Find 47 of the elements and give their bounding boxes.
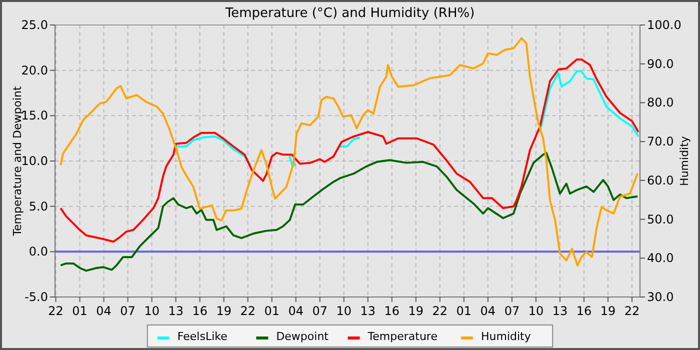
x-tick-label: 22 (624, 304, 640, 318)
y-tick-label: 20.0 (21, 63, 48, 78)
y-tick-label: -5.0 (24, 290, 48, 304)
x-tick-label: 13 (360, 304, 376, 318)
x-tick-label: 10 (528, 304, 544, 318)
y-tick-label: 5.0 (28, 199, 48, 214)
y-tick-label: 25.0 (21, 18, 48, 32)
x-tick-label: 07 (504, 304, 520, 318)
x-tick-label: 04 (480, 304, 496, 318)
y-tick-label: 0.0 (28, 244, 48, 259)
y2-tick-label: 30.0 (647, 290, 674, 304)
x-tick-label: 10 (336, 304, 352, 318)
y-tick-label: 15.0 (21, 108, 48, 123)
y2-tick-label: 100.0 (647, 18, 682, 32)
x-tick-label: 16 (192, 304, 208, 318)
x-tick-label: 13 (552, 304, 568, 318)
y2-tick-label: 40.0 (647, 251, 674, 266)
x-tick-label: 19 (408, 304, 424, 318)
x-tick-label: 16 (576, 304, 592, 318)
x-tick-label: 04 (288, 304, 304, 318)
y2-tick-label: 70.0 (647, 134, 674, 149)
x-tick-label: 10 (144, 304, 160, 318)
x-tick-label: 22 (48, 304, 64, 318)
x-tick-label: 22 (432, 304, 448, 318)
x-tick-label: 19 (600, 304, 616, 318)
legend-label: Dewpoint (276, 330, 330, 343)
x-tick-label: 16 (384, 304, 400, 318)
x-tick-label: 01 (264, 304, 280, 318)
x-tick-label: 01 (72, 304, 88, 318)
legend-label: Humidity (481, 330, 532, 343)
y2-axis-title: Humidity (678, 136, 691, 186)
x-tick-label: 04 (96, 304, 112, 318)
x-tick-label: 19 (216, 304, 232, 318)
x-tick-label: 07 (312, 304, 328, 318)
legend-label: Temperature (366, 330, 438, 343)
x-tick-label: 22 (240, 304, 256, 318)
y-axis-title: Temperature and Dewpoint (11, 85, 24, 237)
y2-tick-label: 50.0 (647, 212, 674, 226)
x-tick-label: 13 (168, 304, 184, 318)
x-tick-label: 07 (120, 304, 136, 318)
y2-tick-label: 90.0 (647, 56, 674, 71)
x-tick-label: 01 (456, 304, 472, 318)
y2-tick-label: 80.0 (647, 96, 674, 110)
legend-label: FeelsLike (177, 330, 228, 343)
y-tick-label: 10.0 (21, 154, 48, 168)
chart-title: Temperature (°C) and Humidity (RH%) (224, 6, 475, 21)
y2-tick-label: 60.0 (647, 173, 674, 188)
